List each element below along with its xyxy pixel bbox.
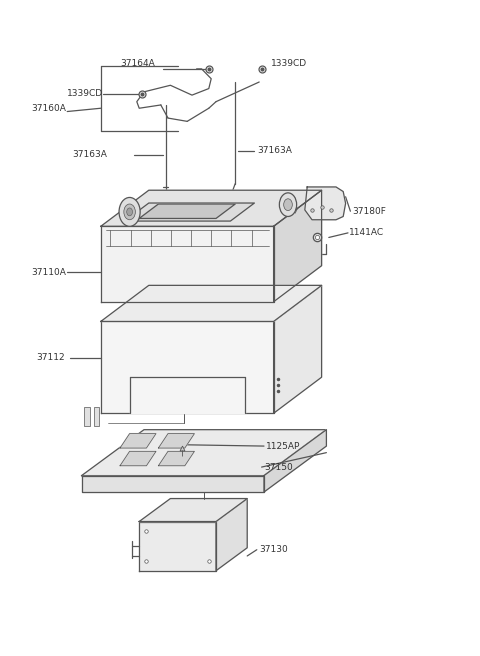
Polygon shape [120,434,156,448]
Text: 1125AP: 1125AP [266,441,301,451]
Polygon shape [139,522,216,571]
Text: 37164A: 37164A [120,59,155,68]
Polygon shape [139,499,247,522]
Text: 37180F: 37180F [352,207,386,216]
Polygon shape [216,499,247,571]
Polygon shape [120,451,156,466]
Polygon shape [125,203,254,221]
Polygon shape [101,321,274,413]
Polygon shape [101,285,322,321]
Polygon shape [82,430,326,476]
Polygon shape [158,434,194,448]
Text: 37160A: 37160A [31,104,66,113]
Circle shape [127,208,132,216]
Text: 1141AC: 1141AC [349,228,384,237]
Polygon shape [158,451,194,466]
Polygon shape [82,476,264,492]
FancyBboxPatch shape [94,407,99,426]
Text: 37150: 37150 [264,462,293,472]
Circle shape [284,199,292,211]
Text: 1339CD: 1339CD [271,59,307,68]
Text: 37163A: 37163A [257,146,292,155]
Text: 37130: 37130 [259,545,288,554]
Circle shape [279,193,297,216]
Polygon shape [305,187,346,220]
Text: 1339CD: 1339CD [67,89,103,98]
Polygon shape [101,190,322,226]
Text: 37112: 37112 [36,353,65,362]
Circle shape [124,204,135,220]
Polygon shape [139,204,235,218]
FancyBboxPatch shape [84,407,90,426]
Polygon shape [101,226,274,302]
Circle shape [119,197,140,226]
Polygon shape [274,190,322,302]
Polygon shape [264,430,326,492]
Polygon shape [130,377,245,413]
Text: 37110A: 37110A [31,268,66,277]
Polygon shape [274,285,322,413]
Text: 37163A: 37163A [72,150,107,159]
